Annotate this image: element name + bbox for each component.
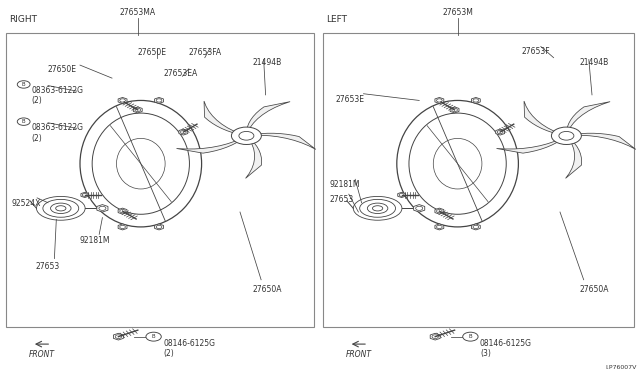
Circle shape [17,81,30,88]
Text: 08363-6122G
(2): 08363-6122G (2) [31,86,83,105]
Text: 08363-6122G
(2): 08363-6122G (2) [31,123,83,142]
Text: 27650E: 27650E [48,65,77,74]
Text: 08146-6125G
(2): 08146-6125G (2) [163,339,215,358]
Polygon shape [246,140,262,178]
Polygon shape [496,129,504,135]
Polygon shape [450,107,459,113]
Text: FRONT: FRONT [29,350,54,359]
Polygon shape [472,97,480,103]
Polygon shape [524,101,558,134]
Text: 27653EA: 27653EA [163,69,198,78]
Circle shape [146,332,161,341]
Text: B: B [22,119,26,124]
Text: 27653E: 27653E [336,95,365,104]
Text: 27650A: 27650A [579,285,609,294]
Text: 27653F: 27653F [522,46,550,55]
Text: B: B [22,82,26,87]
Polygon shape [97,205,108,212]
Polygon shape [575,133,636,150]
Circle shape [552,127,581,144]
Text: B: B [152,334,156,339]
Polygon shape [566,140,582,178]
Polygon shape [246,102,290,131]
Polygon shape [155,97,163,103]
Text: RIGHT: RIGHT [10,15,38,24]
Text: B: B [468,334,472,339]
Polygon shape [397,192,406,198]
Polygon shape [430,333,440,340]
Polygon shape [413,205,425,212]
Polygon shape [118,208,127,214]
Polygon shape [255,133,316,150]
Text: 92524X: 92524X [12,199,41,208]
Text: 27653FA: 27653FA [189,48,222,57]
Polygon shape [113,333,124,340]
Polygon shape [497,140,561,153]
Circle shape [232,127,261,144]
Text: 27650E: 27650E [138,48,166,57]
Ellipse shape [80,100,202,227]
Text: 08146-6125G
(3): 08146-6125G (3) [480,339,532,358]
Polygon shape [81,192,89,198]
Polygon shape [204,101,238,134]
Polygon shape [155,224,163,230]
Circle shape [17,118,30,125]
Text: 21494B: 21494B [579,58,609,67]
Polygon shape [472,224,480,230]
Polygon shape [566,102,610,131]
Text: LEFT: LEFT [326,15,348,24]
Text: FRONT: FRONT [346,350,371,359]
Polygon shape [435,97,444,103]
Polygon shape [177,140,241,153]
Text: 92181M: 92181M [330,180,360,189]
Text: 21494B: 21494B [253,58,282,67]
Text: 27653M: 27653M [442,8,473,17]
Text: 27653MA: 27653MA [120,8,156,17]
Text: 27653: 27653 [35,262,60,271]
Text: 27650A: 27650A [253,285,282,294]
Text: 92181M: 92181M [80,236,111,245]
Ellipse shape [397,100,518,227]
Text: 27653: 27653 [330,195,354,204]
Polygon shape [133,107,142,113]
Circle shape [463,332,478,341]
Polygon shape [179,129,188,135]
Polygon shape [118,224,127,230]
Polygon shape [118,97,127,103]
Text: I.P76007V: I.P76007V [605,365,637,370]
Polygon shape [435,224,444,230]
Polygon shape [435,208,444,214]
